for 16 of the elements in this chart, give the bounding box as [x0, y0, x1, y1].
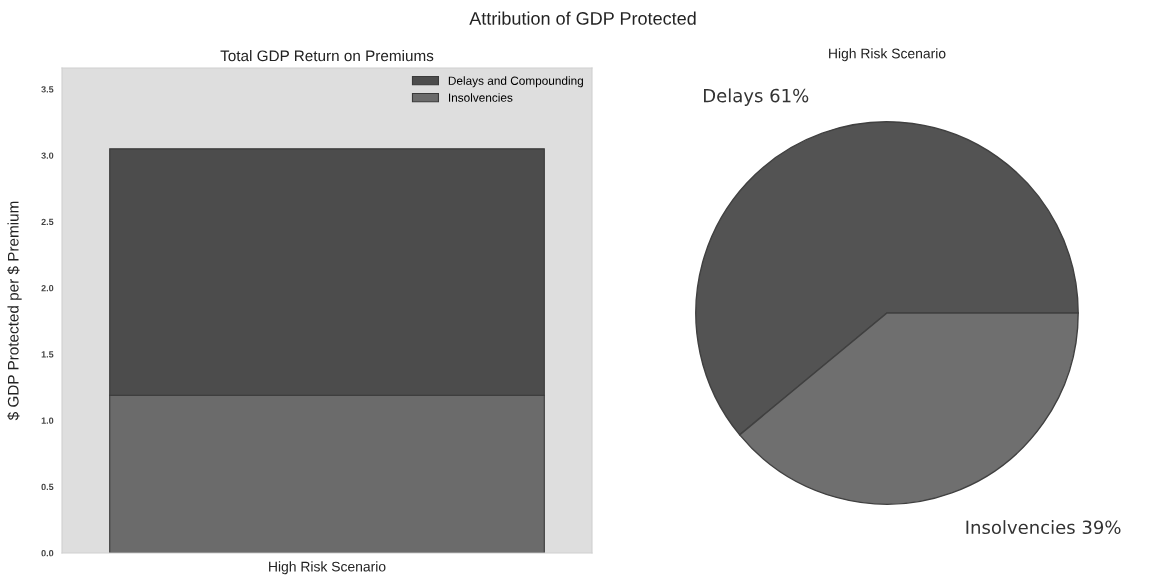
y-tick-label: 3.5: [41, 86, 54, 93]
chart-title: Total GDP Return on Premiums: [220, 49, 434, 62]
slice-label: Delays 61%: [704, 88, 809, 106]
legend-label: Delays and Compounding: [448, 76, 583, 88]
text: Attribution of GDP Protected: [469, 11, 696, 25]
chart-title: High Risk Scenario: [829, 48, 946, 62]
y-tick-label: 3.0: [41, 152, 54, 159]
y-tick-label: 0.0: [41, 549, 54, 557]
slice-label: Insolvencies 39%: [966, 520, 1121, 535]
y-tick-label: 1.0: [41, 417, 54, 424]
y-tick-label: 0.5: [41, 483, 54, 491]
legend-label: Insolvencies: [448, 93, 513, 102]
y-tick-label: 1.5: [41, 351, 54, 358]
y-axis-title: $ GDP Protected per $ Premium: [7, 201, 22, 421]
y-tick-label: 2.0: [41, 284, 54, 292]
y-tick-label: 2.5: [41, 218, 54, 226]
